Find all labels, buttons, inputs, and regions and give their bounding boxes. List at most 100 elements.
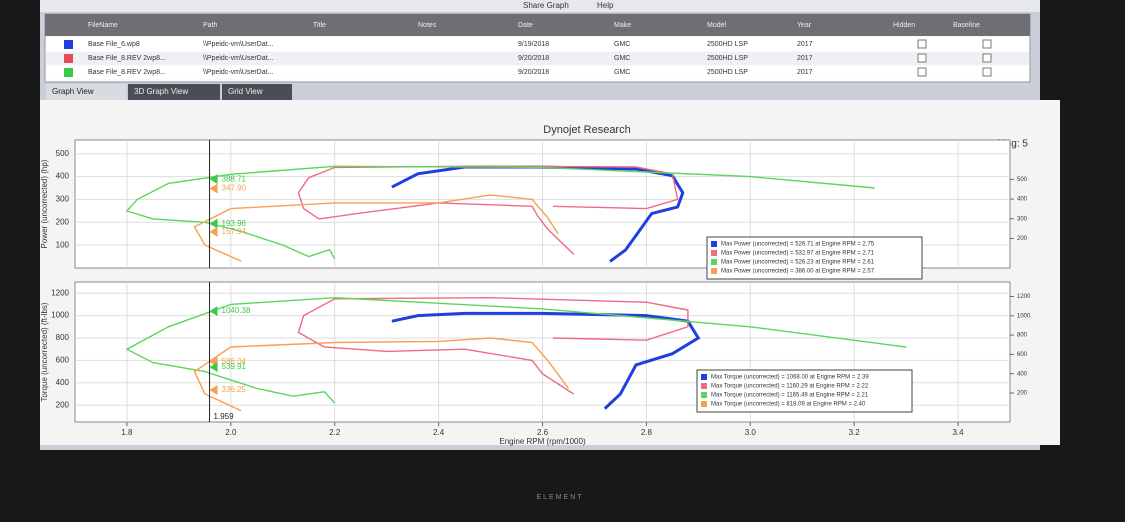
table-cell: 2017 — [797, 41, 813, 48]
y2-tick-label: 200 — [1017, 391, 1028, 397]
table-cell: GMC — [614, 41, 630, 48]
column-header[interactable]: Path — [203, 22, 218, 29]
table-cell: 2500HD LSP — [707, 69, 748, 76]
column-header[interactable]: Notes — [418, 22, 437, 29]
table-cell: 2500HD LSP — [707, 55, 748, 62]
y-axis-label: Torque (uncorrected) (ft-lbs) — [40, 302, 49, 401]
y2-tick-label: 400 — [1017, 371, 1028, 377]
y-tick-label: 100 — [56, 240, 70, 249]
table-cell: \\Ppeidc-vm\UserDat... — [203, 69, 273, 76]
legend — [706, 236, 923, 280]
legend-swatch — [701, 374, 707, 380]
column-header[interactable]: Baseline — [953, 22, 980, 29]
trace — [193, 337, 570, 412]
y2-tick-label: 300 — [1017, 216, 1028, 222]
row-bg — [46, 38, 1029, 51]
cursor-rpm-label: 1.959 — [214, 412, 235, 421]
menu-item[interactable]: Help — [597, 1, 614, 10]
cursor-value: 586.04 — [222, 357, 247, 366]
tab-label[interactable]: Graph View — [52, 87, 94, 96]
column-header[interactable]: Date — [518, 22, 533, 29]
legend-swatch — [701, 383, 707, 389]
table-cell: GMC — [614, 69, 630, 76]
cursor-marker — [209, 174, 218, 185]
y2-tick-label: 1000 — [1017, 313, 1031, 319]
checkbox[interactable] — [917, 39, 927, 49]
checkbox[interactable] — [917, 53, 927, 63]
tab[interactable] — [222, 84, 292, 100]
graph-title: Dynojet Research — [543, 124, 630, 136]
checkbox[interactable] — [982, 53, 992, 63]
cursor-value: 1040.38 — [222, 306, 251, 315]
y-tick-label: 400 — [56, 378, 70, 387]
cursor-value: 193.96 — [222, 219, 247, 228]
file-color — [64, 68, 73, 77]
x-tick-label: 2.2 — [329, 428, 341, 437]
column-header[interactable]: Title — [313, 22, 326, 29]
cursor-value: 157.94 — [222, 227, 247, 236]
cursor-marker — [209, 384, 218, 395]
x-axis-label: Engine RPM (rpm/1000) — [499, 437, 586, 446]
checkbox[interactable] — [982, 67, 992, 77]
column-header[interactable]: Model — [707, 22, 727, 29]
table-cell: GMC — [614, 55, 630, 62]
row-bg — [46, 52, 1029, 65]
legend-label: Max Power (uncorrected) = 526.71 at Engi… — [721, 242, 875, 248]
cursor-value: 336.25 — [222, 385, 247, 394]
tab-label[interactable]: Grid View — [228, 87, 263, 96]
column-header[interactable]: Hidden — [893, 22, 915, 29]
table-cell: 2500HD LSP — [707, 41, 748, 48]
legend-label: Max Torque (uncorrected) = 1160.29 at En… — [711, 384, 869, 390]
menu-bar — [40, 0, 1040, 12]
table-cell: Base File_6.wp8 — [88, 41, 140, 48]
legend-label: Max Torque (uncorrected) = 818.09 at Eng… — [711, 402, 866, 408]
file-color — [64, 40, 73, 49]
legend-swatch — [701, 401, 707, 407]
y-tick-label: 500 — [56, 149, 70, 158]
column-header[interactable]: Year — [797, 22, 812, 29]
tab[interactable] — [128, 84, 220, 100]
y2-tick-label: 1200 — [1017, 294, 1031, 300]
legend-label: Max Torque (uncorrected) = 1068.00 at En… — [711, 375, 869, 381]
column-header[interactable]: FileName — [88, 22, 118, 29]
trace — [297, 165, 679, 255]
y2-tick-label: 800 — [1017, 333, 1028, 339]
y-tick-label: 800 — [56, 333, 70, 342]
legend — [696, 369, 913, 413]
trace — [125, 296, 907, 404]
x-tick-label: 2.4 — [433, 428, 445, 437]
tab-label[interactable]: 3D Graph View — [134, 87, 188, 96]
monitor-brand: ELEMENT — [536, 494, 583, 501]
y-axis-label: Power (uncorrected) (hp) — [40, 159, 49, 248]
file-color — [64, 54, 73, 63]
legend-label: Max Power (uncorrected) = 526.23 at Engi… — [721, 260, 875, 266]
table-cell: 9/20/2018 — [518, 55, 549, 62]
x-tick-label: 2.0 — [225, 428, 237, 437]
column-header[interactable]: Make — [614, 22, 631, 29]
y2-tick-label: 500 — [1017, 177, 1028, 183]
y-tick-label: 200 — [56, 217, 70, 226]
y-tick-label: 200 — [56, 400, 70, 409]
y-tick-label: 600 — [56, 356, 70, 365]
legend-label: Max Power (uncorrected) = 386.00 at Engi… — [721, 269, 875, 275]
table-cell: 9/19/2018 — [518, 41, 549, 48]
legend-label: Max Power (uncorrected) = 532.97 at Engi… — [721, 251, 875, 257]
menu-item[interactable]: Share Graph — [523, 1, 569, 10]
cursor-value: 539.91 — [222, 362, 247, 371]
tab[interactable] — [46, 84, 126, 100]
table-cell: \\Ppeidc-vm\UserDat... — [203, 41, 273, 48]
y-tick-label: 1000 — [51, 311, 69, 320]
checkbox[interactable] — [917, 67, 927, 77]
y-tick-label: 300 — [56, 195, 70, 204]
table-cell: 2017 — [797, 69, 813, 76]
y2-tick-label: 600 — [1017, 352, 1028, 358]
legend-swatch — [711, 259, 717, 265]
checkbox[interactable] — [982, 39, 992, 49]
table-cell: \\Ppeidc-vm\UserDat... — [203, 55, 273, 62]
y-tick-label: 1200 — [51, 288, 69, 297]
row-bg — [46, 66, 1029, 79]
trace — [391, 165, 685, 263]
cursor-marker — [209, 306, 218, 317]
